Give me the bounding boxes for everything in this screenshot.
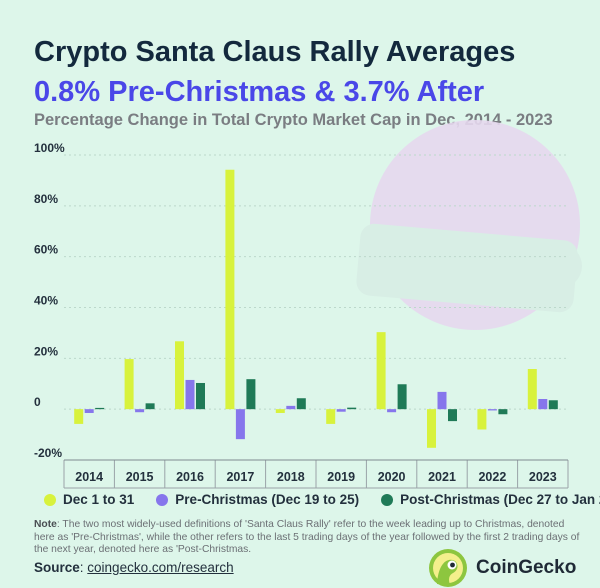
bar [538,399,548,410]
x-tick-label: 2015 [126,470,154,484]
santa-hat-decoration [356,120,582,330]
chart-caption: Percentage Change in Total Crypto Market… [34,111,553,129]
bar [246,379,256,410]
legend-swatch-dec [44,493,56,506]
y-tick-label: 100% [34,141,65,155]
x-tick-label: 2019 [327,470,355,484]
bar [124,359,134,410]
bar [387,409,397,413]
bar [84,409,94,413]
footnote-text: : The two most widely-used definitions o… [34,519,580,555]
bar [275,409,285,413]
bar [427,409,436,448]
legend-item-dec: Dec 1 to 31 [44,492,134,507]
x-tick-label: 2018 [277,470,305,484]
bar [145,403,155,410]
source-label: Source [34,560,80,575]
y-tick-label: 0 [34,395,41,409]
legend-label-dec: Dec 1 to 31 [63,492,135,507]
bar [487,409,497,411]
footnote: Note: The two most widely-used definitio… [34,519,582,557]
y-tick-label: 40% [34,294,58,308]
x-tick-label: 2023 [529,470,557,484]
bar [235,409,245,440]
bar [225,169,235,410]
x-tick-label: 2016 [176,470,204,484]
chart-subtitle: 0.8% Pre-Christmas & 3.7% After [34,76,485,108]
y-tick-label: 60% [34,243,58,257]
y-axis: 100% 80% 60% 40% 20% 0 -20% [34,141,65,460]
legend-item-post-christmas: Post-Christmas (Dec 27 to Jan 2) [381,492,600,507]
brand-logo[interactable]: CoinGecko [428,548,576,588]
legend-item-pre-christmas: Pre-Christmas (Dec 19 to 25) [156,492,359,507]
x-tick-label: 2020 [378,470,406,484]
bar [498,409,508,415]
legend-swatch-pre-christmas [156,493,169,506]
bar [477,409,487,430]
x-tick-label: 2014 [75,470,103,484]
gecko-logo-icon [429,549,467,587]
y-tick-label: -20% [34,446,62,460]
bar [376,332,386,410]
bar [527,369,537,410]
bar [336,409,346,412]
bar [437,391,447,410]
legend-swatch-post-christmas [381,493,394,506]
bar [326,409,336,424]
legend: Dec 1 to 31 Pre-Christmas (Dec 19 to 25)… [44,492,600,507]
bar [286,405,296,410]
chart-title: Crypto Santa Claus Rally Averages [34,36,516,68]
source-link[interactable]: coingecko.com/research [87,560,234,575]
y-tick-label: 80% [34,192,58,206]
brand-name: CoinGecko [476,557,577,578]
legend-label-post-christmas: Post-Christmas (Dec 27 to Jan 2) [400,492,600,507]
x-tick-label: 2021 [428,470,456,484]
bar [135,409,145,413]
x-tick-label: 2022 [478,470,506,484]
bar [397,384,407,410]
x-axis: 2014 2015 2016 2017 2018 2019 2020 2021 2022 2023 [63,459,569,489]
bar [74,409,84,424]
source: Source: coingecko.com/research [34,560,234,575]
bar [175,341,184,410]
footnote-label: Note [34,519,57,530]
bar [296,398,306,410]
legend-label-pre-christmas: Pre-Christmas (Dec 19 to 25) [175,492,360,507]
bar [548,400,558,410]
y-tick-label: 20% [34,344,58,358]
bar [448,409,457,422]
bar [185,379,195,410]
bars [74,169,558,448]
bar-chart: 100%80%60%40%20%0-20% 2014 2015 2016 2017 20… [34,120,582,489]
bar [95,407,105,410]
source-sep: : [79,560,88,575]
bar [196,382,205,410]
bar [347,407,357,410]
x-tick-label: 2017 [226,470,254,484]
